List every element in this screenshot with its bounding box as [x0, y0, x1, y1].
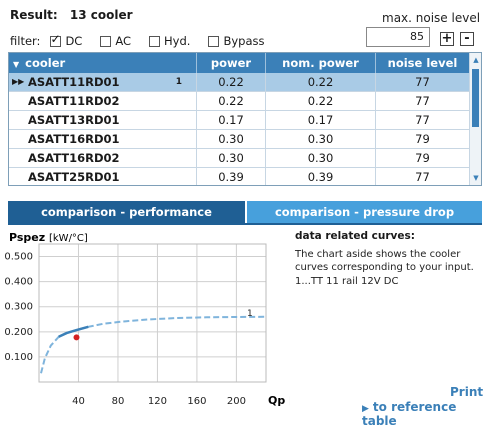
cell-nom-power: 0.17 [266, 111, 376, 129]
table-scrollbar[interactable]: ▲ ▼ [469, 53, 481, 185]
series-line [40, 315, 267, 374]
column-header-power[interactable]: power [197, 53, 266, 73]
plot-frame [38, 243, 267, 383]
x-axis-label: Qp [l/min] [268, 394, 290, 407]
y-tick-label: 0.400 [4, 277, 33, 288]
filter-bypass-checkbox[interactable] [208, 35, 220, 47]
cell-nom-power: 0.22 [266, 92, 376, 110]
table-row[interactable]: ASATT13RD01 0.17 0.17 77 [9, 111, 469, 130]
table-row[interactable]: ASATT16RD01 0.30 0.30 79 [9, 130, 469, 149]
x-tick-label: 200 [227, 396, 246, 407]
filter-row: filter: DC AC Hyd. Bypass [10, 32, 282, 50]
cell-power: 0.30 [197, 149, 266, 167]
y-tick-label: 0.100 [4, 352, 33, 363]
filter-dc[interactable]: DC [50, 32, 83, 48]
cell-power: 0.22 [197, 73, 266, 91]
info-title: data related curves: [295, 230, 415, 242]
table-header: ▼ cooler power nom. power noise level [9, 53, 469, 73]
cell-power: 0.39 [197, 168, 266, 185]
row-curve-number: 1 [175, 77, 182, 87]
cell-nom-power: 0.30 [266, 149, 376, 167]
table-row[interactable]: ASATT25RD01 0.39 0.39 77 [9, 168, 469, 185]
cell-cooler: ASATT16RD02 [9, 149, 197, 167]
filter-dc-checkbox[interactable] [50, 32, 62, 47]
table-row[interactable]: ASATT16RD02 0.30 0.30 79 [9, 149, 469, 168]
result-label: Result: [10, 8, 58, 22]
noise-increase-button[interactable]: + [440, 31, 454, 46]
column-header-cooler[interactable]: ▼ cooler [9, 53, 197, 73]
x-tick-label: 120 [148, 396, 167, 407]
x-tick-label: 160 [187, 396, 206, 407]
filter-bypass[interactable]: Bypass [208, 34, 264, 48]
sort-down-icon: ▼ [13, 60, 20, 69]
cell-cooler: ASATT25RD01 [9, 168, 197, 185]
cell-power: 0.30 [197, 130, 266, 148]
filter-hyd-checkbox[interactable] [149, 35, 161, 47]
filter-bypass-label: Bypass [223, 34, 265, 48]
y-tick-label: 0.200 [4, 327, 33, 338]
result-summary: Result: 13 cooler [10, 8, 133, 22]
cell-cooler: ▶▶ ASATT11RD01 1 [9, 73, 197, 91]
cell-nom-power: 0.30 [266, 130, 376, 148]
operating-point [73, 334, 80, 341]
cell-noise-level: 79 [415, 132, 430, 146]
x-tick-label: 40 [72, 396, 85, 407]
column-header-nom-power[interactable]: nom. power [266, 53, 376, 73]
cell-cooler: ASATT16RD01 [9, 130, 197, 148]
cell-cooler: ASATT13RD01 [9, 111, 197, 129]
cell-nom-power: 0.22 [266, 73, 376, 91]
cell-cooler-text: ASATT11RD01 [28, 75, 120, 89]
table-body: ▶▶ ASATT11RD01 1 0.22 0.22 77 ASATT11RD0… [9, 73, 469, 185]
series-solid-segment [58, 325, 89, 338]
scroll-down-icon[interactable]: ▼ [473, 174, 479, 182]
x-tick-label: 80 [112, 396, 125, 407]
tab-comparison-performance[interactable]: comparison - performance [8, 201, 245, 223]
scroll-up-icon[interactable]: ▲ [473, 56, 479, 64]
info-curve-entry: 1...TT 11 rail 12V DC [295, 276, 399, 287]
filter-ac[interactable]: AC [100, 34, 131, 48]
column-header-cooler-label: cooler [25, 56, 66, 70]
cell-noise-level: 77 [415, 94, 430, 108]
filter-label: filter: [10, 34, 41, 48]
noise-level-label: max. noise level [382, 11, 481, 25]
noise-decrease-button[interactable]: - [460, 32, 474, 46]
y-axis-label: Pspez [kW/°C] [9, 231, 88, 244]
filter-ac-checkbox[interactable] [100, 35, 112, 47]
performance-chart: Pspez [kW/°C] 40 80 120 160 200 0.500 0.400 0.30… [4, 231, 290, 407]
filter-dc-label: DC [65, 34, 83, 48]
reference-table-link[interactable]: ▶ to reference table [362, 400, 491, 428]
scroll-thumb[interactable] [472, 69, 479, 127]
cell-noise-level: 77 [415, 170, 430, 184]
noise-level-input[interactable]: 85 [366, 27, 430, 47]
filter-ac-label: AC [115, 34, 132, 48]
column-header-noise-level[interactable]: noise level [387, 56, 458, 70]
info-description: The chart aside shows the cooler curves … [295, 249, 474, 273]
filter-hyd[interactable]: Hyd. [149, 34, 190, 48]
table-row[interactable]: ASATT11RD02 0.22 0.22 77 [9, 92, 469, 111]
cell-power: 0.22 [197, 92, 266, 110]
y-tick-label: 0.300 [4, 302, 33, 313]
filter-hyd-label: Hyd. [164, 34, 191, 48]
series-label: 1 [247, 309, 253, 319]
result-value: 13 cooler [69, 8, 133, 22]
cell-nom-power: 0.39 [266, 168, 376, 185]
cell-cooler: ASATT11RD02 [9, 92, 197, 110]
cell-noise-level: 77 [415, 75, 430, 89]
table-row[interactable]: ▶▶ ASATT11RD01 1 0.22 0.22 77 [9, 73, 469, 92]
print-link[interactable]: Print [450, 385, 484, 399]
tab-comparison-pressure-drop[interactable]: comparison - pressure drop [247, 201, 482, 223]
arrow-right-icon: ▶ [362, 404, 369, 414]
row-pointer-icon: ▶▶ [12, 77, 25, 86]
cell-noise-level: 79 [415, 151, 430, 165]
reference-table-link-label: to reference table [362, 400, 457, 428]
tab-underline [8, 223, 482, 225]
cooler-table: ▼ cooler power nom. power noise level ▶▶ … [8, 52, 482, 186]
cell-noise-level: 77 [415, 113, 430, 127]
y-tick-label: 0.500 [4, 252, 33, 263]
cell-power: 0.17 [197, 111, 266, 129]
